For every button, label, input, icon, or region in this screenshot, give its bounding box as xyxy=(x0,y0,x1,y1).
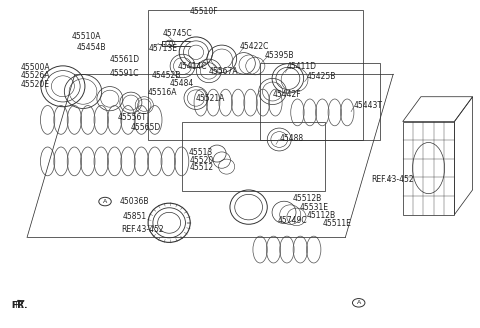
Text: 45513: 45513 xyxy=(188,148,213,157)
Text: 45511E: 45511E xyxy=(323,219,351,228)
Text: 45454B: 45454B xyxy=(76,43,106,51)
Text: 45500A: 45500A xyxy=(21,63,50,72)
Text: 45414C: 45414C xyxy=(178,62,207,71)
Text: 45484: 45484 xyxy=(169,78,193,88)
Text: 45452B: 45452B xyxy=(152,71,181,80)
Text: 45745C: 45745C xyxy=(162,29,192,38)
Text: 45520E: 45520E xyxy=(21,80,50,90)
Text: 45516A: 45516A xyxy=(148,88,178,97)
Text: A: A xyxy=(357,300,361,305)
Text: 45851: 45851 xyxy=(123,213,147,221)
Text: 45512B: 45512B xyxy=(293,194,322,203)
Text: 45443T: 45443T xyxy=(354,101,383,110)
Bar xyxy=(181,122,325,191)
Bar xyxy=(148,10,363,140)
Text: 45442F: 45442F xyxy=(273,90,301,99)
Text: 45561D: 45561D xyxy=(110,55,140,64)
Text: 45526A: 45526A xyxy=(21,71,50,80)
Text: 45510F: 45510F xyxy=(190,7,218,16)
Text: FR.: FR. xyxy=(11,300,23,310)
Text: 45567A: 45567A xyxy=(209,67,239,76)
Bar xyxy=(260,63,380,140)
Text: 45488: 45488 xyxy=(279,134,303,143)
Text: FR.: FR. xyxy=(11,300,28,310)
Text: 45036B: 45036B xyxy=(120,197,149,206)
Text: 45565D: 45565D xyxy=(131,123,161,132)
Text: 45112B: 45112B xyxy=(307,211,336,220)
Text: A: A xyxy=(103,199,107,204)
Text: 45556T: 45556T xyxy=(118,113,147,122)
Text: 45512: 45512 xyxy=(190,163,214,172)
Text: 45395B: 45395B xyxy=(265,51,294,60)
Text: 45520: 45520 xyxy=(190,155,214,165)
Text: REF.43-452: REF.43-452 xyxy=(371,175,413,184)
Bar xyxy=(403,122,455,215)
Text: 45422C: 45422C xyxy=(240,42,269,51)
Text: 45521A: 45521A xyxy=(196,93,225,103)
Text: 45510A: 45510A xyxy=(72,32,101,41)
Text: 45411D: 45411D xyxy=(287,62,316,71)
Text: 45749C: 45749C xyxy=(277,216,307,225)
Text: 45591C: 45591C xyxy=(110,69,139,78)
Text: REF.43-452: REF.43-452 xyxy=(121,225,164,235)
Text: 45531E: 45531E xyxy=(300,203,329,212)
Text: 45713E: 45713E xyxy=(149,44,178,52)
Text: 45425B: 45425B xyxy=(307,72,336,81)
